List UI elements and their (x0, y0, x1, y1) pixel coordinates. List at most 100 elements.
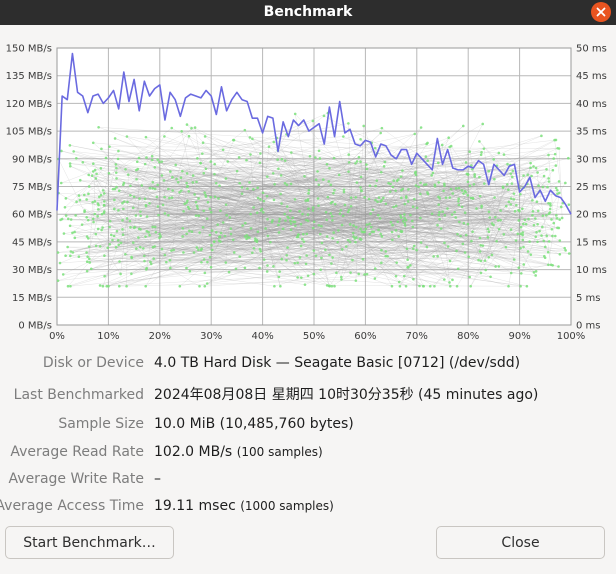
access-time-segment (398, 172, 416, 237)
access-time-point (440, 143, 444, 147)
access-time-segment (93, 161, 358, 220)
access-time-point (554, 186, 558, 190)
access-time-point (85, 260, 89, 264)
access-time-segment (86, 188, 153, 218)
access-time-segment (280, 193, 388, 257)
access-time-point (502, 233, 506, 236)
access-time-segment (87, 220, 406, 237)
close-button[interactable]: Close (436, 526, 605, 559)
access-time-segment (110, 145, 452, 222)
access-time-point (547, 177, 550, 180)
access-time-point (206, 260, 209, 264)
access-time-segment (96, 245, 359, 275)
access-time-point (487, 255, 491, 259)
access-time-point (332, 156, 336, 160)
access-time-point (376, 213, 380, 217)
access-time-segment (199, 207, 254, 233)
access-time-point (563, 246, 566, 250)
access-time-point (194, 214, 198, 217)
access-time-segment (327, 113, 376, 269)
access-time-point (493, 196, 496, 199)
access-time-segment (248, 148, 484, 238)
access-time-point (428, 284, 432, 288)
access-time-segment (241, 153, 556, 188)
access-time-point (121, 233, 125, 237)
access-time-segment (186, 175, 545, 184)
access-time-point (106, 246, 110, 250)
access-time-point (314, 178, 318, 182)
access-time-segment (152, 182, 328, 198)
access-time-segment (70, 185, 436, 287)
access-time-segment (70, 241, 538, 287)
access-time-segment (70, 213, 331, 226)
access-time-segment (78, 251, 386, 257)
access-time-segment (65, 255, 275, 287)
access-time-segment (89, 202, 93, 259)
access-time-point (549, 204, 552, 207)
access-time-segment (78, 183, 485, 257)
access-time-segment (332, 240, 544, 258)
access-time-point (306, 198, 310, 201)
access-time-point (183, 202, 186, 206)
access-time-point (342, 135, 345, 138)
access-time-point (98, 245, 102, 248)
access-time-segment (288, 190, 362, 219)
access-time-segment (74, 162, 439, 239)
access-time-point (483, 259, 487, 262)
access-time-segment (145, 182, 566, 206)
access-time-point (218, 235, 221, 239)
access-time-segment (392, 186, 512, 274)
access-time-point (410, 219, 414, 223)
access-time-segment (212, 230, 364, 260)
access-time-segment (308, 193, 330, 286)
access-time-point (219, 231, 223, 235)
access-time-point (327, 180, 331, 183)
access-time-point (502, 153, 506, 156)
access-time-point (279, 284, 282, 288)
access-time-segment (68, 218, 304, 235)
access-time-segment (88, 238, 307, 265)
access-time-segment (279, 223, 527, 233)
access-time-point (97, 125, 100, 129)
access-time-point (205, 282, 209, 285)
y-right-tick-label: 10 ms (576, 265, 607, 276)
access-time-segment (98, 127, 499, 267)
access-time-segment (97, 215, 226, 237)
access-time-segment (246, 160, 489, 258)
access-time-point (75, 200, 78, 204)
access-time-point (446, 245, 450, 248)
access-time-point (205, 217, 209, 220)
access-time-segment (103, 164, 117, 214)
access-time-point (333, 188, 336, 192)
access-time-point (447, 136, 450, 140)
disk-label: Disk or Device (42, 355, 144, 371)
access-time-point (466, 180, 470, 184)
access-time-point (69, 250, 73, 253)
access-time-segment (427, 125, 464, 161)
access-time-segment (140, 187, 520, 248)
access-time-point (264, 227, 267, 230)
access-time-segment (149, 142, 428, 204)
access-time-segment (189, 270, 522, 274)
access-time-segment (374, 183, 445, 279)
window-close-button[interactable] (591, 2, 611, 22)
start-benchmark-button[interactable]: Start Benchmark… (5, 526, 174, 559)
access-time-point (324, 248, 327, 252)
access-time-point (531, 210, 535, 213)
access-time-segment (203, 173, 343, 250)
access-time-segment (135, 215, 458, 235)
access-time-segment (335, 193, 514, 205)
access-time-point (78, 178, 82, 182)
access-time-point (487, 169, 491, 173)
access-time-segment (293, 168, 368, 222)
access-time-point (558, 252, 562, 256)
access-time-point (389, 220, 393, 224)
access-time-point (522, 245, 525, 249)
access-time-point (347, 122, 350, 125)
access-time-point (495, 239, 498, 243)
access-time-point (210, 248, 214, 252)
access-time-point (501, 185, 505, 189)
access-time-point (347, 153, 351, 156)
access-time-point (351, 258, 354, 262)
access-time-segment (281, 175, 333, 203)
